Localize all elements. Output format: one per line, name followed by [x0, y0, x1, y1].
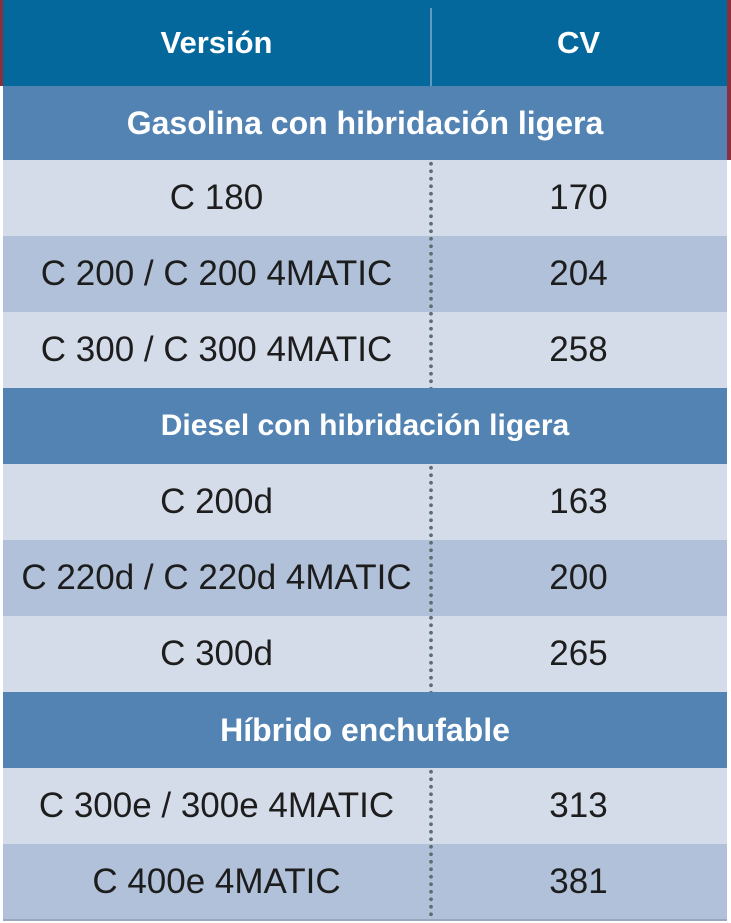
table-row: C 300d 265 — [3, 616, 727, 692]
cv-cell: 200 — [549, 558, 608, 597]
header-divider — [430, 8, 432, 86]
header-version: Versión — [160, 25, 273, 60]
table-row: C 300e / 300e 4MATIC 313 — [3, 768, 727, 844]
version-cell: C 220d / C 220d 4MATIC — [21, 558, 412, 597]
right-accent-edge — [727, 0, 731, 160]
version-cell: C 200d — [160, 482, 273, 521]
table-row: C 180 170 — [3, 160, 727, 236]
cv-cell: 313 — [549, 786, 608, 825]
version-cell: C 180 — [169, 178, 264, 217]
version-cell: C 400e 4MATIC — [92, 862, 341, 901]
table-row: C 200d 163 — [3, 464, 727, 540]
dotted-column-divider — [428, 768, 434, 920]
version-cell: C 300 / C 300 4MATIC — [40, 330, 393, 369]
table-row: C 200 / C 200 4MATIC 204 — [3, 236, 727, 312]
version-cell: C 200 / C 200 4MATIC — [40, 254, 393, 293]
section-title-hibrido: Híbrido enchufable — [3, 692, 727, 768]
cv-cell: 204 — [549, 254, 608, 293]
table-bottom-border — [3, 919, 727, 921]
cv-cell: 265 — [549, 634, 608, 673]
version-cell: C 300e / 300e 4MATIC — [38, 786, 395, 825]
cv-cell: 170 — [549, 178, 608, 217]
section-title-gasolina: Gasolina con hibridación ligera — [3, 86, 727, 160]
cv-cell: 163 — [549, 482, 608, 521]
dotted-column-divider — [428, 464, 434, 692]
left-accent-edge — [0, 0, 3, 86]
section-title-diesel: Diesel con hibridación ligera — [3, 388, 727, 464]
table-row: C 400e 4MATIC 381 — [3, 844, 727, 920]
cv-cell: 258 — [549, 330, 608, 369]
cv-cell: 381 — [549, 862, 608, 901]
header-cv: CV — [556, 25, 601, 60]
dotted-column-divider — [428, 160, 434, 388]
table-header: Versión CV — [3, 0, 727, 86]
table-row: C 300 / C 300 4MATIC 258 — [3, 312, 727, 388]
table-row: C 220d / C 220d 4MATIC 200 — [3, 540, 727, 616]
version-cell: C 300d — [160, 634, 273, 673]
